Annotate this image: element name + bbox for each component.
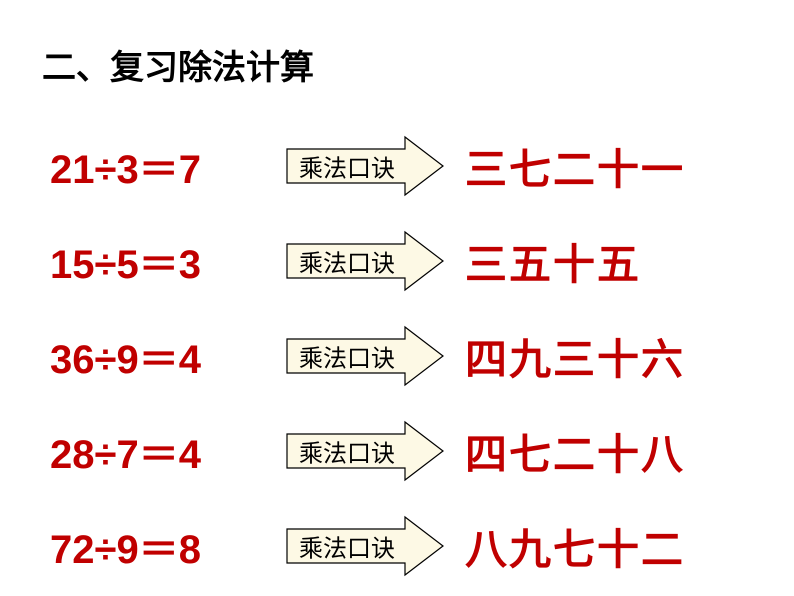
arrow-icon: 乘法口诀 xyxy=(285,420,445,482)
problem-row: 21÷3＝7 乘法口诀 三七二十一 xyxy=(50,120,750,212)
arrow-container: 乘法口诀 xyxy=(285,515,450,577)
arrow-label: 乘法口诀 xyxy=(299,529,395,564)
arrow-icon: 乘法口诀 xyxy=(285,230,445,292)
arrow-label: 乘法口诀 xyxy=(299,149,395,184)
mnemonic-text: 四九三十六 xyxy=(465,326,685,387)
arrow-container: 乘法口诀 xyxy=(285,135,450,197)
equation-text: 28÷7＝4 xyxy=(50,422,285,480)
arrow-container: 乘法口诀 xyxy=(285,420,450,482)
mnemonic-text: 三七二十一 xyxy=(465,136,685,197)
arrow-label: 乘法口诀 xyxy=(299,244,395,279)
arrow-container: 乘法口诀 xyxy=(285,325,450,387)
arrow-container: 乘法口诀 xyxy=(285,230,450,292)
problems-list: 21÷3＝7 乘法口诀 三七二十一 15÷5＝3 乘法口诀 三五十五 36÷9＝… xyxy=(50,120,750,595)
problem-row: 28÷7＝4 乘法口诀 四七二十八 xyxy=(50,405,750,497)
mnemonic-text: 八九七十二 xyxy=(465,516,685,577)
section-title: 二、复习除法计算 xyxy=(42,40,314,89)
equation-text: 21÷3＝7 xyxy=(50,137,285,195)
equation-text: 72÷9＝8 xyxy=(50,517,285,575)
problem-row: 72÷9＝8 乘法口诀 八九七十二 xyxy=(50,500,750,592)
arrow-label: 乘法口诀 xyxy=(299,434,395,469)
arrow-icon: 乘法口诀 xyxy=(285,325,445,387)
arrow-icon: 乘法口诀 xyxy=(285,515,445,577)
arrow-icon: 乘法口诀 xyxy=(285,135,445,197)
equation-text: 36÷9＝4 xyxy=(50,327,285,385)
mnemonic-text: 四七二十八 xyxy=(465,421,685,482)
arrow-label: 乘法口诀 xyxy=(299,339,395,374)
equation-text: 15÷5＝3 xyxy=(50,232,285,290)
problem-row: 36÷9＝4 乘法口诀 四九三十六 xyxy=(50,310,750,402)
mnemonic-text: 三五十五 xyxy=(465,231,641,292)
problem-row: 15÷5＝3 乘法口诀 三五十五 xyxy=(50,215,750,307)
